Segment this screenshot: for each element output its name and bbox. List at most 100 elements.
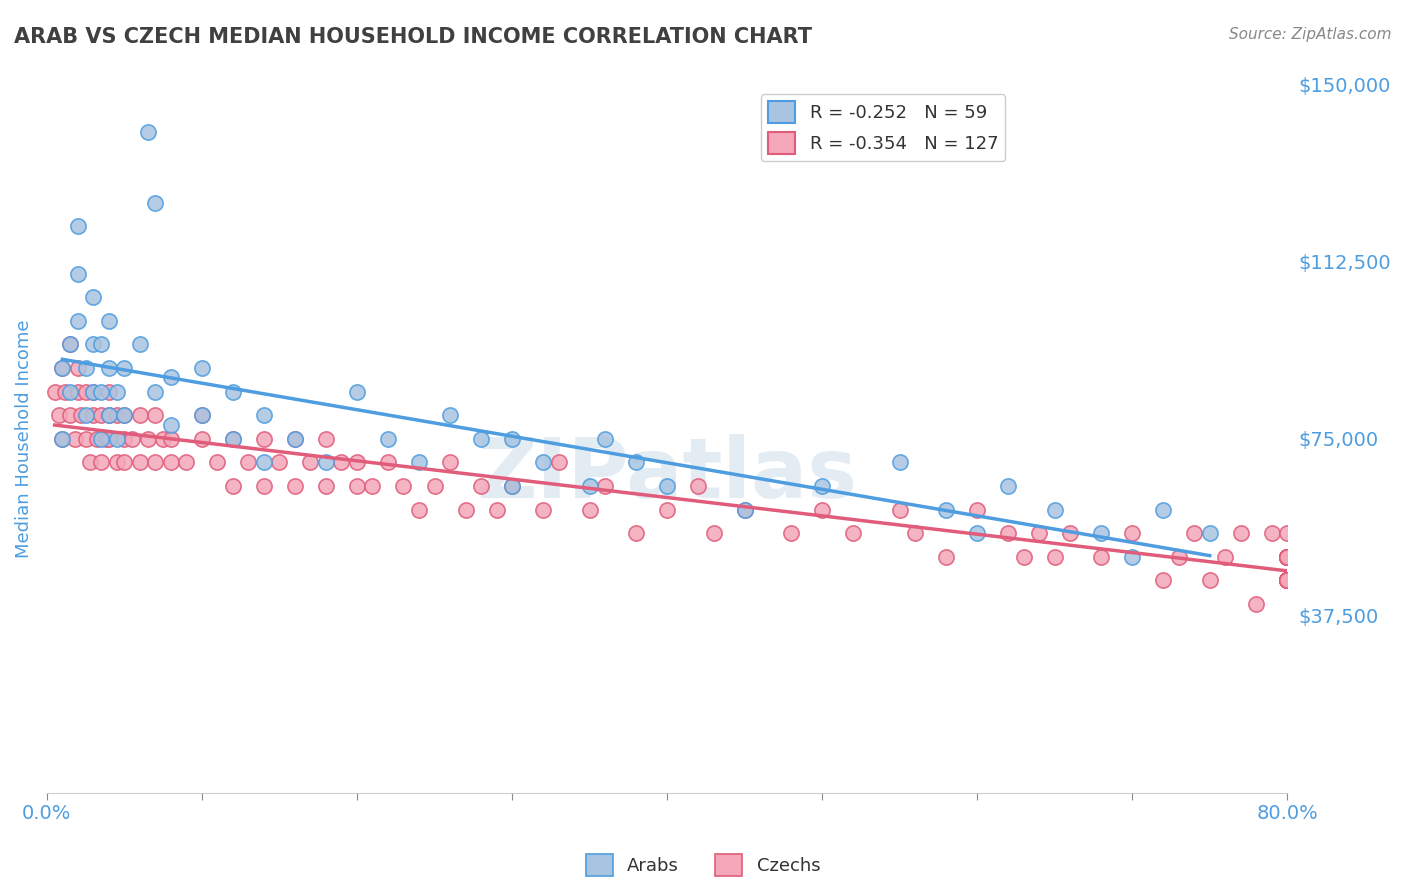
Point (655, 479, 678, 493)
Legend: Arabs, Czechs: Arabs, Czechs (578, 847, 828, 883)
Legend: R = -0.252   N = 59, R = -0.354   N = 127: R = -0.252 N = 59, R = -0.354 N = 127 (761, 94, 1005, 161)
Point (253, 408, 276, 422)
Point (315, 432, 337, 446)
Point (531, 455, 554, 469)
Point (734, 502, 756, 516)
Point (1277, 574, 1299, 588)
Point (1277, 574, 1299, 588)
Point (361, 479, 384, 493)
Point (112, 361, 135, 376)
Point (423, 479, 446, 493)
Point (129, 408, 152, 422)
Point (1043, 549, 1066, 564)
Point (97, 408, 120, 422)
Point (997, 526, 1019, 541)
Point (59, 384, 82, 399)
Point (392, 479, 415, 493)
Point (51, 361, 73, 376)
Point (145, 195, 167, 210)
Point (624, 526, 647, 541)
Point (593, 479, 616, 493)
Point (501, 432, 523, 446)
Point (191, 361, 214, 376)
Point (191, 408, 214, 422)
Point (1198, 574, 1220, 588)
Point (1277, 549, 1299, 564)
Point (315, 455, 337, 469)
Point (66, 384, 89, 399)
Point (889, 455, 911, 469)
Point (439, 408, 461, 422)
Point (1277, 549, 1299, 564)
Point (112, 432, 135, 446)
Point (966, 526, 988, 541)
Point (51, 432, 73, 446)
Point (346, 479, 368, 493)
Point (253, 432, 276, 446)
Point (655, 502, 678, 516)
Point (1277, 574, 1299, 588)
Point (454, 502, 477, 516)
Point (105, 455, 128, 469)
Point (966, 502, 988, 516)
Point (1229, 526, 1251, 541)
Point (75, 361, 97, 376)
Point (1277, 574, 1299, 588)
Point (59, 337, 82, 351)
Point (1261, 526, 1284, 541)
Point (105, 432, 128, 446)
Point (75, 384, 97, 399)
Point (160, 370, 183, 384)
Point (889, 502, 911, 516)
Point (51, 432, 73, 446)
Point (501, 479, 523, 493)
Point (935, 502, 957, 516)
Point (346, 384, 368, 399)
Point (75, 408, 97, 422)
Point (811, 479, 834, 493)
Point (121, 432, 143, 446)
Point (1043, 502, 1066, 516)
Point (1277, 574, 1299, 588)
Point (105, 408, 128, 422)
Point (1277, 549, 1299, 564)
Point (408, 455, 430, 469)
Point (315, 479, 337, 493)
Point (222, 432, 245, 446)
Point (578, 502, 600, 516)
Point (1277, 574, 1299, 588)
Point (207, 455, 229, 469)
Y-axis label: Median Household Income: Median Household Income (15, 319, 32, 558)
Point (191, 408, 214, 422)
Point (377, 432, 399, 446)
Point (1277, 549, 1299, 564)
Point (136, 432, 159, 446)
Point (346, 455, 368, 469)
Point (408, 502, 430, 516)
Point (129, 337, 152, 351)
Point (1277, 549, 1299, 564)
Point (1121, 549, 1143, 564)
Point (222, 384, 245, 399)
Point (94, 432, 117, 446)
Point (145, 384, 167, 399)
Point (145, 455, 167, 469)
Point (105, 384, 128, 399)
Point (734, 502, 756, 516)
Point (1090, 549, 1112, 564)
Point (1277, 549, 1299, 564)
Point (842, 526, 865, 541)
Point (176, 455, 198, 469)
Point (1277, 574, 1299, 588)
Text: ZIPatlas: ZIPatlas (477, 434, 858, 515)
Point (269, 455, 291, 469)
Point (1277, 549, 1299, 564)
Point (284, 432, 307, 446)
Point (136, 125, 159, 139)
Point (97, 361, 120, 376)
Point (780, 526, 803, 541)
Point (55, 384, 77, 399)
Point (1213, 549, 1236, 564)
Point (1277, 574, 1299, 588)
Point (1277, 549, 1299, 564)
